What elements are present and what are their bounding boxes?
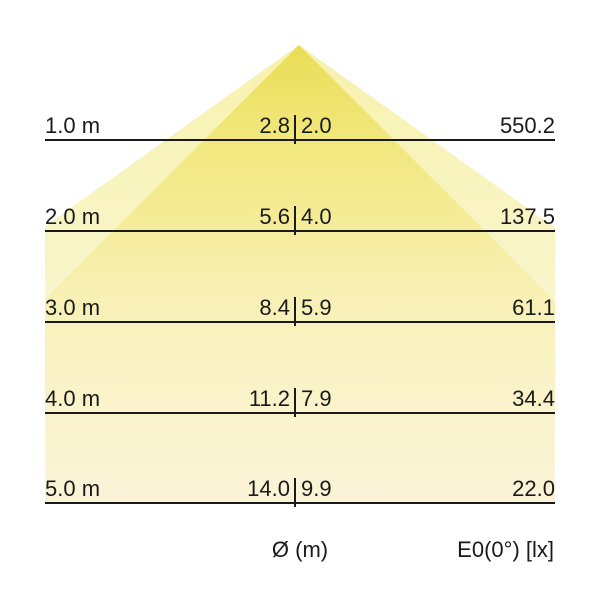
diameter-pair: 2.8 2.0: [0, 113, 591, 144]
distance-label: 2.0 m: [45, 204, 101, 229]
illuminance-value: 61.1: [512, 295, 555, 320]
distance-label: 4.0 m: [45, 386, 101, 411]
diameter-separator-tick: [294, 478, 296, 507]
diameter-pair: 11.2 7.9: [0, 386, 591, 417]
illuminance-value: 137.5: [499, 204, 555, 229]
diameter-outer: 2.8: [259, 113, 290, 138]
diameter-pair: 14.0 9.9: [0, 476, 591, 507]
diameter-separator-tick: [294, 388, 296, 417]
diameter-inner: 4.0: [301, 204, 332, 229]
diameter-separator-tick: [294, 115, 296, 144]
illuminance-axis-label: E0(0°) [lx]: [457, 537, 554, 562]
diameter-outer: 8.4: [259, 295, 290, 320]
diameter-outer: 14.0: [247, 476, 290, 501]
diameter-inner: 5.9: [301, 295, 332, 320]
illuminance-value: 34.4: [512, 386, 555, 411]
diameter-separator-tick: [294, 297, 296, 326]
diameter-separator-tick: [294, 206, 296, 235]
diameter-inner: 9.9: [301, 476, 332, 501]
diameter-outer: 5.6: [259, 204, 290, 229]
inner-light-cone: [45, 45, 555, 503]
distance-lines: [45, 139, 555, 504]
illuminance-value: 550.2: [499, 113, 555, 138]
distance-label: 5.0 m: [45, 476, 101, 501]
distance-label: 1.0 m: [45, 113, 101, 138]
distance-label: 3.0 m: [45, 295, 101, 320]
diameter-inner: 7.9: [301, 386, 332, 411]
diameter-axis-label: Ø (m): [271, 537, 329, 562]
diameter-outer: 11.2: [248, 386, 290, 411]
diameter-pair: 5.6 4.0: [0, 204, 591, 235]
diameter-pair: 8.4 5.9: [0, 295, 591, 326]
diameter-inner: 2.0: [301, 113, 332, 138]
illuminance-value: 22.0: [512, 476, 555, 501]
